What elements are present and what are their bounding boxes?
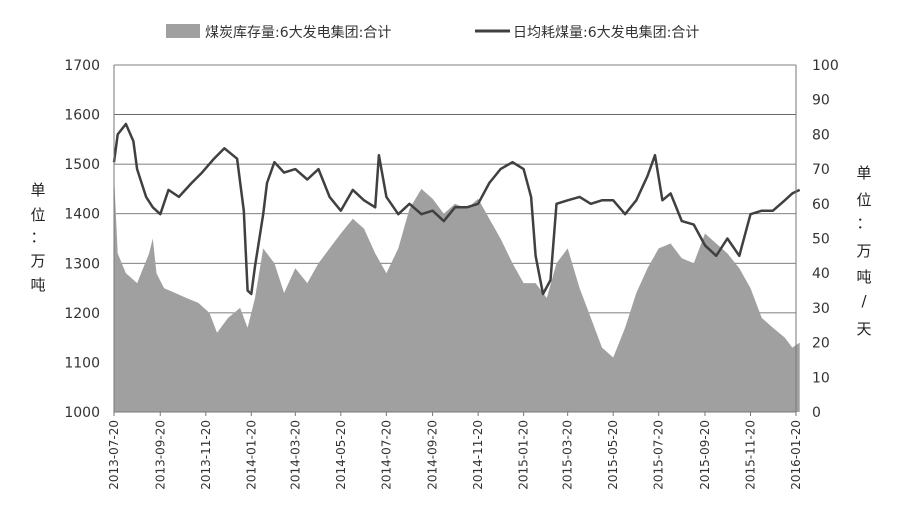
y-left-tick-label: 1500 [64, 157, 100, 173]
series-stock-area [114, 174, 800, 412]
y-left-unit-char: 单 [30, 181, 45, 199]
line-consumption [112, 122, 801, 296]
legend-swatch-stock [166, 24, 200, 38]
y-left-unit-char: 万 [30, 252, 45, 270]
y-right-unit-char: 位 [856, 191, 871, 209]
x-tick-label: 2016-01-20 [789, 420, 803, 490]
y-right-tick-label: 100 [812, 58, 839, 74]
legend: 煤炭库存量:6大发电集团:合计 日均耗煤量:6大发电集团:合计 [166, 24, 699, 41]
y-left-tick-label: 1200 [64, 306, 100, 322]
y-right-tick-label: 50 [812, 232, 830, 248]
x-tick-label: 2015-09-20 [698, 420, 712, 490]
y-right-unit-char: / [861, 292, 867, 310]
legend-label-stock: 煤炭库存量:6大发电集团:合计 [205, 24, 391, 41]
y-left-tick-label: 1000 [64, 405, 100, 421]
y-left-tick-label: 1300 [64, 256, 100, 272]
x-tick-label: 2015-01-20 [517, 420, 531, 490]
y-left-tick-label: 1700 [64, 58, 100, 74]
y-right-tick-label: 90 [812, 93, 830, 109]
y-left-tick-label: 1100 [64, 355, 100, 371]
x-tick-label: 2014-07-20 [379, 420, 393, 490]
series-consumption-line [112, 122, 801, 296]
y-right-unit-char: ： [856, 214, 871, 232]
y-right-tick-label: 70 [812, 162, 830, 178]
y-axis-left-unit: 单位 ： 万吨 [30, 181, 45, 294]
legend-label-consumption: 日均耗煤量:6大发电集团:合计 [513, 24, 699, 41]
y-right-unit-char: 吨 [856, 268, 871, 286]
y-right-unit-char: 天 [856, 320, 871, 338]
y-right-unit-char: 万 [856, 242, 871, 260]
x-tick-label: 2015-05-20 [606, 420, 620, 490]
y-axis-right-unit: 单位 ： 万吨 / 天 [856, 164, 871, 338]
y-right-tick-label: 30 [812, 301, 830, 317]
y-right-tick-label: 40 [812, 266, 830, 282]
y-right-tick-label: 80 [812, 127, 830, 143]
x-tick-label: 2015-11-20 [743, 420, 757, 490]
x-tick-label: 2013-09-20 [153, 420, 167, 490]
x-axis: 2013-07-20 2013-09-20 2013-11-20 2014-01-20… [107, 412, 803, 490]
y-left-tick-label: 1400 [64, 207, 100, 223]
x-tick-label: 2015-03-20 [561, 420, 575, 490]
y-left-unit-char: ： [30, 228, 45, 246]
y-right-tick-label: 0 [812, 405, 821, 421]
x-tick-label: 2013-07-20 [107, 420, 121, 490]
x-tick-label: 2014-09-20 [426, 420, 440, 490]
y-right-unit-char: 单 [856, 164, 871, 182]
plot-frame [113, 65, 797, 413]
y-left-unit-char: 吨 [30, 276, 45, 294]
x-tick-label: 2014-05-20 [334, 420, 348, 490]
x-tick-label: 2015-07-20 [652, 420, 666, 490]
y-left-tick-label: 1600 [64, 108, 100, 124]
area-stock [114, 174, 800, 412]
y-right-tick-label: 20 [812, 336, 830, 352]
y-left-unit-char: 位 [30, 206, 45, 224]
x-tick-label: 2014-01-20 [244, 420, 258, 490]
y-right-tick-label: 60 [812, 197, 830, 213]
x-tick-label: 2014-11-20 [471, 420, 485, 490]
x-tick-label: 2014-03-20 [288, 420, 302, 490]
x-tick-label: 2013-11-20 [199, 420, 213, 490]
y-axis-left: 1700 1600 1500 1400 1300 1200 1100 1000 [64, 58, 100, 421]
y-right-tick-label: 10 [812, 370, 830, 386]
